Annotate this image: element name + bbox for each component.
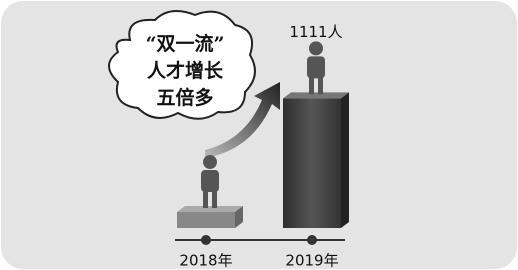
value-label: 1111人 — [289, 23, 342, 41]
infographic: “双一流” 人才增长 五倍多 2018年 2019年 1111人 — [0, 0, 518, 270]
bar-top — [177, 206, 243, 212]
person-leg — [203, 190, 208, 208]
axis-dot — [201, 235, 211, 245]
x-tick-label: 2018年 — [179, 252, 232, 270]
bar-side — [341, 92, 349, 228]
background — [1, 1, 517, 269]
axis-dot — [307, 235, 317, 245]
bar — [177, 212, 235, 228]
annotation-line: 五倍多 — [156, 86, 213, 109]
person-head — [203, 155, 217, 169]
person-body — [307, 56, 325, 78]
x-tick-label: 2019年 — [285, 252, 338, 270]
person-body — [201, 170, 219, 192]
person-leg — [309, 76, 314, 94]
bar — [283, 98, 341, 228]
person-leg — [318, 76, 323, 94]
person-leg — [212, 190, 217, 208]
annotation-line: “双一流” — [146, 32, 225, 55]
annotation-line: 人才增长 — [147, 59, 224, 82]
person-head — [309, 41, 323, 55]
bar-top — [283, 92, 349, 98]
